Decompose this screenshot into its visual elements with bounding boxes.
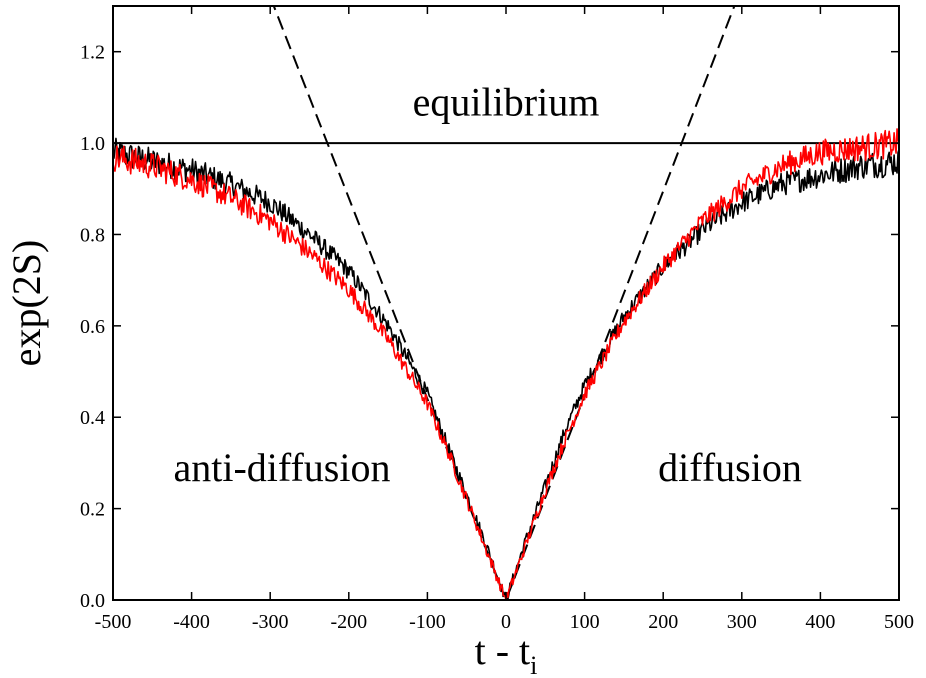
x-tick-label: 300	[727, 611, 757, 633]
x-tick-label: 0	[501, 611, 511, 633]
x-tick-label: 500	[884, 611, 914, 633]
tick-layer: -500 -400 -300 -200 -100 0 100 200 300 400 500 0.0 0…	[80, 6, 914, 633]
annotation-diffusion: diffusion	[658, 445, 802, 490]
y-tick-label: 0.0	[80, 590, 105, 612]
x-tick-label: 100	[570, 611, 600, 633]
x-tick-label: 400	[805, 611, 835, 633]
y-tick-label: 1.0	[80, 133, 105, 155]
y-tick-label: 0.6	[80, 316, 105, 338]
x-tick-label: 200	[648, 611, 678, 633]
annotation-equilibrium: equilibrium	[413, 80, 600, 125]
annotation-anti-diffusion: anti-diffusion	[173, 445, 390, 490]
y-tick-label: 0.2	[80, 499, 105, 521]
x-axis-label-subscript: i	[530, 651, 537, 678]
x-tick-label: -300	[252, 611, 289, 633]
y-axis-label: exp(2S)	[4, 240, 49, 367]
series-line-1	[113, 128, 899, 600]
series-line-0	[113, 137, 899, 600]
y-tick-label: 0.8	[80, 224, 105, 246]
x-axis-label: t - ti	[475, 628, 538, 678]
x-tick-label: -400	[173, 611, 210, 633]
x-tick-label: -100	[409, 611, 446, 633]
x-axis-label-main: t - t	[475, 628, 531, 673]
y-tick-label: 0.4	[80, 407, 105, 429]
series-line-3	[272, 6, 736, 600]
y-tick-label: 1.2	[80, 42, 105, 64]
x-tick-label: -500	[95, 611, 132, 633]
x-tick-label: -200	[330, 611, 367, 633]
